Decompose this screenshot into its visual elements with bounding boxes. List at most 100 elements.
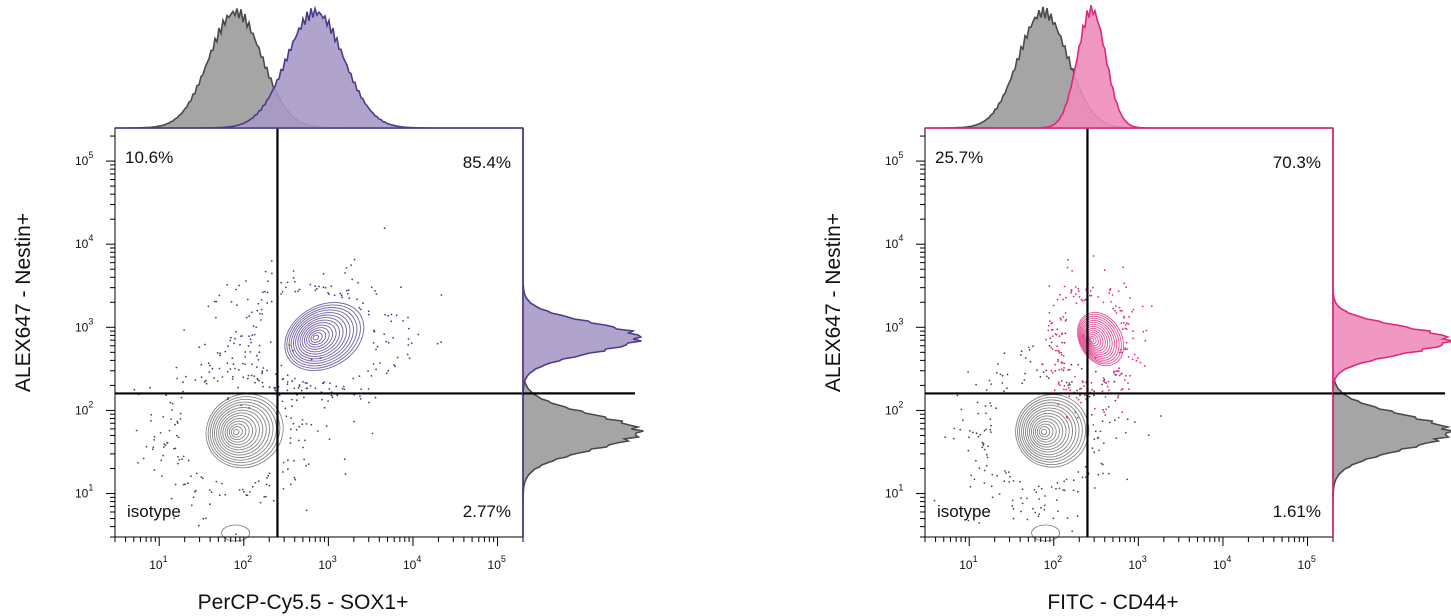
event-dot: [207, 305, 210, 308]
event-dot: [1057, 358, 1059, 361]
event-dot: [1003, 390, 1005, 393]
event-dot: [1069, 383, 1071, 386]
event-dot: [1132, 308, 1135, 311]
event-dot: [358, 375, 361, 377]
event-dot: [318, 285, 320, 288]
event-dot: [990, 424, 992, 427]
event-dot: [1111, 294, 1114, 296]
contour-ring: [230, 426, 243, 438]
event-dot: [1100, 462, 1103, 465]
event-dot: [1064, 332, 1067, 335]
event-dot: [988, 379, 991, 382]
event-dot: [233, 342, 235, 345]
event-dot: [306, 382, 308, 385]
event-dot: [227, 345, 230, 347]
event-dot: [244, 351, 247, 353]
event-dot: [293, 460, 295, 462]
event-dot: [1088, 395, 1091, 398]
event-dot: [304, 382, 307, 384]
event-dot: [298, 425, 301, 428]
y-axis: 101 102 103 104 105 ALEX647 - Nestin+: [12, 128, 116, 538]
event-dot: [324, 286, 327, 289]
x-tick-label: 102: [1044, 554, 1062, 572]
event-dot: [292, 422, 295, 425]
event-dot: [270, 300, 273, 303]
x-axis: 101 102 103 104 105 PerCP-Cy5.5 - SOX1+: [114, 536, 524, 614]
event-dot: [1134, 421, 1136, 423]
event-dot: [1113, 371, 1115, 374]
event-dot: [1006, 373, 1009, 376]
event-dot: [268, 472, 271, 475]
event-dot: [221, 376, 224, 378]
event-dot: [392, 336, 394, 339]
event-dot: [1114, 309, 1116, 312]
event-dot: [317, 430, 319, 432]
event-dot: [1051, 371, 1054, 374]
contour-ring: [220, 412, 260, 451]
event-dot: [262, 367, 265, 369]
contour-ring: [205, 393, 284, 469]
x-tick-label: 103: [318, 554, 336, 572]
event-dot: [135, 429, 138, 432]
event-dot: [1113, 380, 1116, 383]
event-dot: [237, 369, 240, 371]
event-dot: [1053, 389, 1056, 392]
contour-ring: [1090, 337, 1095, 343]
event-dot: [1159, 415, 1162, 417]
event-dot: [350, 264, 352, 266]
event-dot: [371, 432, 374, 435]
event-dot: [1141, 305, 1144, 308]
event-dot: [387, 341, 390, 344]
event-dot: [394, 365, 396, 368]
event-dot: [250, 341, 252, 344]
event-dot: [983, 429, 986, 432]
event-dot: [261, 313, 264, 315]
event-dot: [266, 302, 269, 304]
x-tick-label: 103: [1128, 554, 1146, 572]
event-dot: [1012, 517, 1015, 520]
event-dot: [1076, 389, 1078, 392]
event-dot: [1117, 394, 1120, 397]
event-dot: [1070, 363, 1073, 366]
event-dot: [375, 348, 377, 351]
y-tick-label: 105: [75, 150, 93, 168]
event-dot: [184, 483, 187, 485]
event-dot: [385, 372, 388, 375]
event-dot: [967, 449, 970, 452]
event-dot: [1063, 362, 1066, 365]
event-dot: [1056, 298, 1059, 301]
event-dot: [166, 441, 169, 444]
event-dot: [953, 427, 956, 430]
event-dot: [1115, 370, 1117, 373]
event-dot: [1006, 387, 1008, 390]
event-dot: [178, 458, 181, 461]
event-dot: [1020, 350, 1023, 353]
event-dot: [1132, 337, 1134, 340]
event-dot: [182, 455, 185, 458]
event-dot: [1102, 409, 1104, 411]
event-dot: [269, 341, 272, 343]
event-dot: [1126, 478, 1129, 481]
event-dot: [1020, 353, 1022, 356]
event-dot: [213, 300, 216, 303]
contour-ring: [233, 428, 240, 436]
contour-ring: [1023, 404, 1077, 458]
event-dot: [1004, 470, 1006, 472]
event-dot: [375, 293, 378, 295]
event-dot: [962, 419, 964, 422]
event-dot: [251, 334, 254, 337]
event-dot: [1056, 499, 1058, 501]
y-axis: 101 102 103 104 105 ALEX647 - Nestin+: [822, 128, 926, 538]
event-dot: [298, 288, 301, 291]
event-dot: [1096, 437, 1099, 439]
event-dot: [1110, 301, 1112, 303]
event-dot: [976, 401, 979, 404]
event-dot: [239, 343, 241, 346]
event-dot: [372, 363, 375, 365]
event-dot: [985, 428, 988, 431]
event-dot: [1102, 377, 1105, 379]
event-dot: [1077, 490, 1079, 493]
event-dot: [209, 364, 211, 367]
event-dot: [1079, 388, 1081, 391]
event-dot: [174, 483, 177, 486]
